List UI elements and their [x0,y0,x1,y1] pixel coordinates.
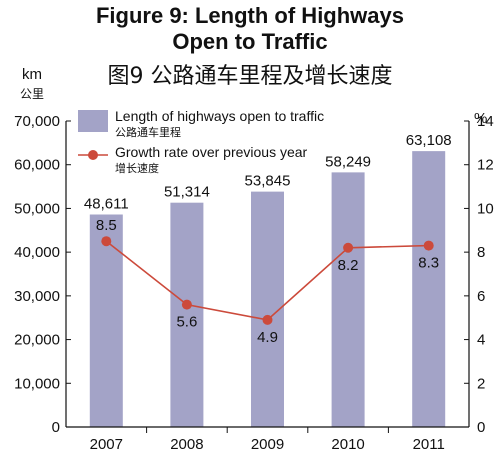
growth-value-label-2008: 5.6 [176,314,197,331]
x-tick-label-2007: 2007 [90,436,123,453]
legend-swatch-bar [78,110,108,132]
legend-label-line-zh: 增长速度 [115,161,159,175]
growth-value-label-2011: 8.3 [418,255,439,272]
legend-swatch-marker [88,150,98,160]
left-tick-label-70000: 70,000 [14,113,60,130]
growth-point-2011 [423,240,434,251]
right-tick-label-8: 8 [477,244,485,261]
left-tick-label-20000: 20,000 [14,332,60,349]
right-tick-label-12: 12 [477,157,494,174]
growth-point-2008 [181,299,192,310]
growth-point-2010 [343,242,354,253]
bar-2010 [331,172,365,427]
bar-value-label-2007: 48,611 [84,196,129,213]
right-tick-label-6: 6 [477,288,485,305]
right-tick-label-14: 14 [477,113,494,130]
left-tick-label-30000: 30,000 [14,288,60,305]
left-axis-unit-zh: 公里 [20,87,45,101]
bar-2011 [412,151,446,428]
chart-title-line-2: Open to Traffic [172,29,328,54]
legend-label-bar: Length of highways open to traffic [115,108,324,124]
right-tick-label-2: 2 [477,375,485,392]
x-tick-label-2008: 2008 [170,436,203,453]
legend-label-line: Growth rate over previous year [115,144,308,160]
chart-title-line-1: Figure 9: Length of Highways [95,3,404,28]
left-tick-label-50000: 50,000 [14,200,60,217]
bar-value-label-2009: 53,845 [245,173,291,190]
bar-value-label-2010: 58,249 [325,153,371,170]
growth-value-label-2007: 8.5 [96,217,117,234]
left-tick-label-40000: 40,000 [14,244,60,261]
bar-2008 [170,202,204,427]
left-tick-label-60000: 60,000 [14,157,60,174]
right-tick-label-10: 10 [477,200,494,217]
right-axis-unit: % [474,110,488,127]
bar-2007 [89,214,123,427]
x-tick-label-2009: 2009 [251,436,284,453]
bar-value-label-2011: 63,108 [406,132,452,149]
bar-value-label-2008: 51,314 [164,184,210,201]
legend-label-bar-zh: 公路通车里程 [115,125,181,139]
right-tick-label-0: 0 [477,419,485,436]
left-tick-label-0: 0 [52,419,60,436]
growth-point-2009 [262,314,273,325]
left-tick-label-10000: 10,000 [14,375,60,392]
chart-title-chinese: 图9 公路通车里程及增长速度 [107,64,393,89]
x-tick-label-2010: 2010 [331,436,364,453]
growth-value-label-2010: 8.2 [338,257,359,274]
growth-point-2007 [101,236,112,247]
left-axis-unit-en: km [22,66,42,83]
right-tick-label-4: 4 [477,332,485,349]
growth-value-label-2009: 4.9 [257,329,278,346]
x-tick-label-2011: 2011 [413,436,445,453]
